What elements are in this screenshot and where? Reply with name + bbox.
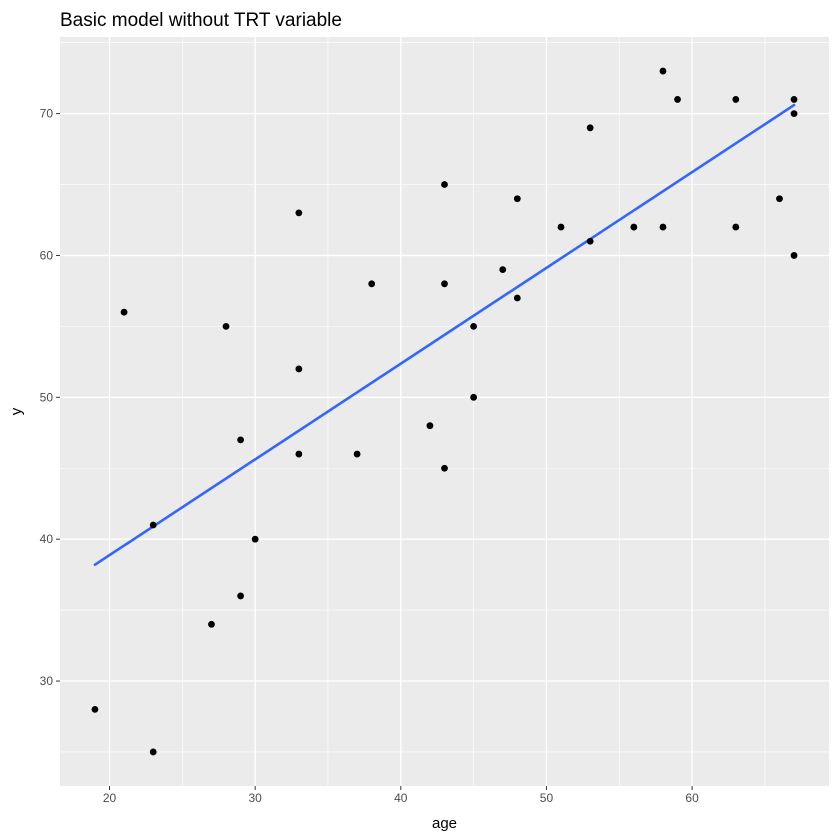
data-point (470, 322, 478, 330)
data-point (586, 237, 594, 245)
data-point (237, 592, 244, 600)
y-tick-label: 50 (40, 390, 54, 404)
data-point (120, 308, 128, 316)
x-tick-label: 20 (103, 791, 117, 805)
data-point (630, 223, 638, 231)
y-tick-label: 40 (40, 532, 54, 546)
data-point (237, 436, 244, 444)
data-point (513, 195, 521, 203)
x-axis: 20 30 40 50 60 (103, 786, 699, 805)
data-point (295, 365, 303, 373)
chart-title: Basic model without TRT variable (60, 10, 342, 31)
plot-panel (60, 37, 829, 786)
data-point (470, 393, 478, 401)
data-point (441, 464, 448, 472)
data-point (790, 96, 798, 103)
data-point (557, 223, 565, 231)
data-point (441, 181, 448, 188)
data-point (295, 450, 303, 458)
x-axis-title: age (432, 815, 457, 832)
data-point (499, 266, 507, 274)
data-point (659, 67, 667, 75)
data-point (149, 521, 157, 529)
data-point (586, 124, 594, 132)
data-point (790, 252, 798, 259)
data-point (295, 209, 303, 217)
y-axis: 30 40 50 60 70 (40, 107, 60, 688)
data-point (222, 322, 230, 330)
data-point (513, 294, 521, 302)
y-tick-label: 30 (40, 674, 54, 688)
x-tick-label: 30 (248, 791, 262, 805)
data-point (368, 280, 376, 288)
grid-lines (60, 37, 829, 786)
regression-fit-line (93, 103, 796, 567)
points-layer (91, 67, 798, 756)
y-tick-label: 60 (40, 248, 54, 262)
data-point (674, 96, 681, 103)
y-tick-label: 70 (40, 107, 54, 121)
data-point (91, 705, 99, 713)
data-point (208, 620, 215, 628)
x-tick-label: 40 (394, 791, 408, 805)
data-point (732, 96, 740, 103)
x-tick-label: 50 (540, 791, 554, 805)
data-point (251, 535, 259, 543)
x-tick-label: 60 (685, 791, 699, 805)
data-point (659, 223, 667, 231)
data-point (426, 422, 434, 430)
y-axis-title: y (8, 407, 25, 415)
data-point (353, 450, 361, 458)
data-point (441, 280, 448, 288)
fit-line-layer (93, 103, 796, 567)
data-point (732, 223, 740, 231)
data-point (149, 748, 157, 756)
data-point (776, 195, 783, 203)
data-point (790, 110, 798, 118)
